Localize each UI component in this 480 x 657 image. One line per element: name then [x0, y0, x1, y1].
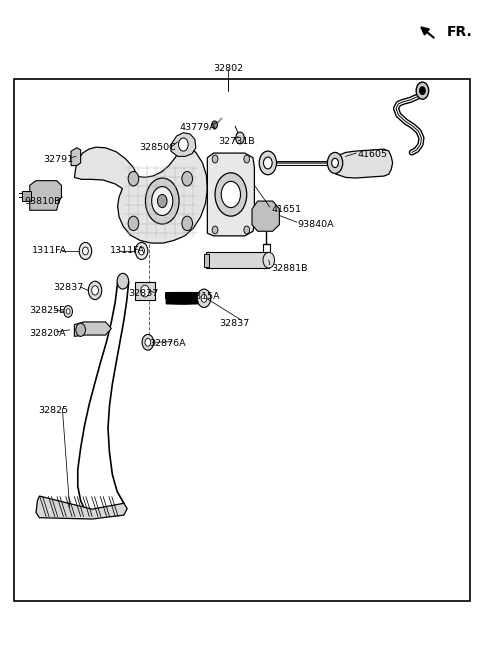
Circle shape — [135, 242, 148, 260]
Bar — [206, 252, 269, 268]
Circle shape — [420, 87, 425, 95]
Circle shape — [88, 281, 102, 300]
Circle shape — [182, 216, 192, 231]
Text: 93810B: 93810B — [24, 197, 60, 206]
Circle shape — [141, 285, 149, 297]
Text: FR.: FR. — [446, 24, 472, 39]
Polygon shape — [252, 201, 279, 231]
Circle shape — [212, 121, 217, 129]
Circle shape — [142, 334, 154, 350]
Polygon shape — [74, 145, 207, 243]
Polygon shape — [335, 149, 393, 178]
Text: 32802: 32802 — [213, 64, 243, 74]
Circle shape — [244, 155, 250, 163]
Circle shape — [182, 171, 192, 186]
Circle shape — [66, 309, 70, 314]
Polygon shape — [36, 496, 127, 519]
Text: 32876A: 32876A — [149, 339, 185, 348]
Text: 32825: 32825 — [38, 406, 69, 415]
Bar — [135, 282, 155, 300]
Text: 41651: 41651 — [271, 205, 301, 214]
Circle shape — [416, 82, 429, 99]
Circle shape — [221, 181, 240, 208]
Circle shape — [117, 273, 129, 289]
Text: 32820A: 32820A — [29, 329, 65, 338]
Circle shape — [157, 194, 167, 208]
Text: 93840A: 93840A — [298, 219, 334, 229]
Polygon shape — [207, 153, 254, 236]
Circle shape — [197, 289, 211, 307]
Text: 32850C: 32850C — [139, 143, 176, 152]
Bar — [14, 79, 470, 601]
Text: 43779A: 43779A — [180, 123, 216, 132]
Circle shape — [79, 242, 92, 260]
Text: 32837: 32837 — [53, 283, 83, 292]
Polygon shape — [171, 133, 196, 156]
Circle shape — [145, 338, 151, 346]
Circle shape — [64, 306, 72, 317]
Circle shape — [76, 323, 85, 336]
Circle shape — [332, 158, 338, 168]
Circle shape — [259, 151, 276, 175]
Text: 32825E: 32825E — [29, 306, 65, 315]
Circle shape — [327, 152, 343, 173]
Circle shape — [92, 286, 98, 295]
Bar — [204, 254, 209, 267]
Circle shape — [179, 138, 188, 151]
Polygon shape — [74, 322, 111, 336]
Text: 32731B: 32731B — [218, 137, 255, 147]
Text: 41605: 41605 — [358, 150, 388, 159]
Text: 32791: 32791 — [43, 155, 73, 164]
Circle shape — [236, 132, 244, 144]
Circle shape — [212, 155, 218, 163]
Circle shape — [145, 178, 179, 224]
Circle shape — [263, 252, 275, 268]
Polygon shape — [71, 148, 81, 166]
Text: 1311FA: 1311FA — [32, 246, 67, 256]
Text: 32815A: 32815A — [183, 292, 220, 302]
Circle shape — [128, 216, 139, 231]
Text: 1311FA: 1311FA — [110, 246, 145, 256]
Circle shape — [139, 247, 144, 255]
Circle shape — [244, 226, 250, 234]
Circle shape — [264, 157, 272, 169]
Circle shape — [215, 173, 247, 216]
Text: 32837: 32837 — [219, 319, 249, 328]
Polygon shape — [30, 181, 61, 210]
Circle shape — [201, 294, 207, 302]
Bar — [22, 191, 31, 201]
Circle shape — [83, 247, 88, 255]
Circle shape — [212, 226, 218, 234]
Text: 32881B: 32881B — [271, 263, 308, 273]
Circle shape — [152, 187, 173, 215]
Text: 32837: 32837 — [129, 289, 159, 298]
Circle shape — [128, 171, 139, 186]
